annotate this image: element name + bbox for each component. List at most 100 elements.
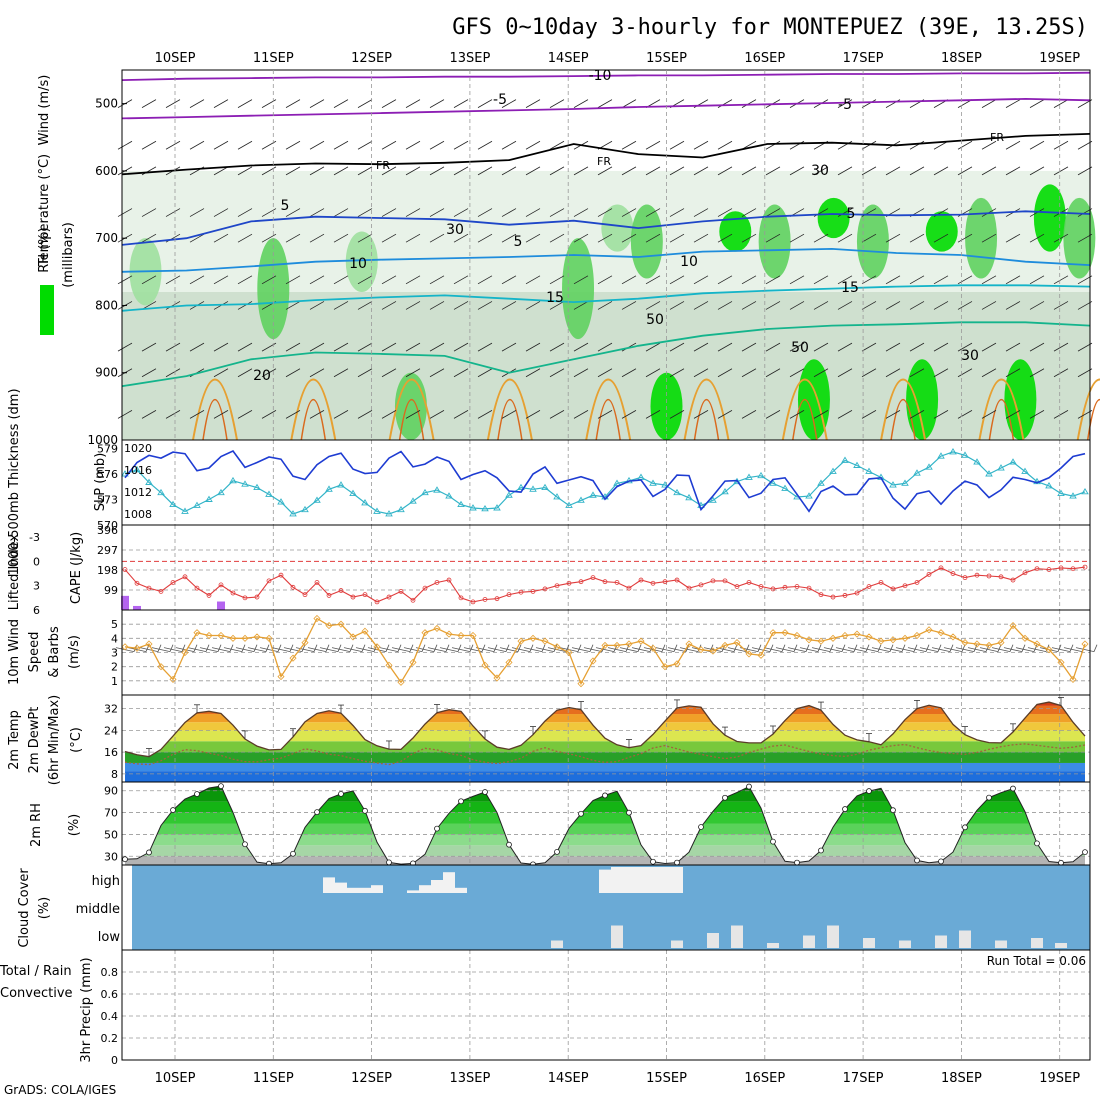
wind-barb — [549, 140, 565, 150]
wind-barb — [645, 368, 661, 378]
lifted-index-marker — [998, 574, 1004, 580]
wind-barb — [717, 99, 733, 108]
lifted-index-marker — [134, 580, 140, 586]
lifted-index-marker — [494, 596, 500, 602]
surface-warm-contour — [300, 399, 327, 441]
wind-barb — [741, 275, 757, 285]
thickness-marker — [253, 483, 261, 491]
wind-barb — [693, 301, 709, 310]
ylabel-cloud: Cloud Cover — [17, 868, 32, 948]
wind-barb — [693, 410, 709, 419]
wind-barb — [525, 99, 541, 108]
wind-barb — [667, 647, 687, 653]
wind-barb — [333, 410, 349, 419]
wind-speed-marker — [565, 648, 573, 657]
wind-barb — [117, 410, 133, 419]
wind-speed-marker — [1057, 658, 1065, 666]
wind-barb — [597, 166, 613, 176]
wind-barb — [285, 208, 301, 217]
thickness-marker — [409, 497, 417, 504]
wind-speed-marker — [793, 631, 801, 640]
wind-speed-marker — [589, 657, 597, 665]
rh-marker — [938, 858, 944, 865]
lifted-index-marker — [446, 577, 452, 583]
lifted-index-marker — [578, 579, 584, 585]
rh-band — [125, 812, 1085, 824]
rh-cell — [1033, 184, 1066, 252]
cloud-high-bar — [419, 885, 431, 893]
wind-barb — [595, 647, 615, 653]
date-label-bottom: 13SEP — [449, 1071, 490, 1086]
wind-speed-marker — [541, 637, 549, 645]
wind-barb — [957, 368, 973, 378]
wind-speed-marker — [949, 633, 957, 641]
lifted-index-marker — [206, 593, 212, 598]
wind-barb — [259, 647, 279, 653]
chart-title: GFS 0~10day 3-hourly for MONTEPUEZ (39E,… — [452, 15, 1088, 40]
cape-tick-label: 99 — [104, 584, 118, 597]
wind-barb — [621, 99, 637, 108]
cloud-high-bar — [659, 867, 671, 893]
wind-barb — [237, 99, 253, 108]
wind-speed-marker — [193, 629, 201, 637]
wind-barb — [271, 647, 291, 653]
wind-barb — [307, 647, 327, 653]
lifted-index-marker — [782, 584, 788, 590]
thickness-line — [124, 451, 1086, 515]
cloud-low-bar — [803, 935, 815, 948]
wind-barb — [309, 208, 325, 217]
thickness-marker — [709, 496, 717, 503]
lifted-index-marker — [362, 592, 368, 598]
wind-barb — [261, 233, 277, 243]
wind-barb — [223, 647, 243, 653]
lifted-index-marker — [698, 582, 704, 588]
wind-barb — [285, 368, 301, 378]
lifted-index-marker — [1046, 567, 1052, 572]
wind-barb — [619, 647, 639, 653]
panel-frame-li_cape — [121, 524, 1091, 611]
cloud-high-bar — [347, 887, 359, 893]
wind-barb — [549, 99, 565, 108]
wind-barb — [813, 275, 829, 285]
wind-speed-marker — [361, 627, 369, 635]
wind-barb — [405, 140, 421, 150]
thickness-marker — [1033, 477, 1041, 485]
wind-barb — [813, 301, 829, 310]
thickness-marker — [649, 479, 657, 486]
wind-speed-marker — [409, 658, 417, 666]
wind-barb-flag — [481, 644, 486, 652]
wind-speed-marker — [973, 640, 981, 648]
wind-barb-flag — [745, 644, 750, 652]
wind-barb — [525, 301, 541, 310]
wind-barb — [261, 275, 277, 285]
rh-marker — [290, 850, 296, 857]
cape-bar — [217, 601, 225, 610]
wind-barb — [693, 208, 709, 217]
wind-barb — [405, 368, 421, 378]
wind-barb — [967, 647, 987, 653]
wind-barb — [477, 99, 493, 108]
wind-barb — [501, 166, 517, 176]
wind-barb — [525, 275, 541, 285]
wind-tick-label: 4 — [111, 632, 118, 645]
wind-speed-marker — [217, 631, 225, 640]
wind-speed-marker — [433, 624, 441, 632]
wind-speed-marker — [493, 674, 501, 682]
ylabel-temperature: Temperature (°C) — [37, 154, 52, 267]
wind-tick-label: 2 — [111, 661, 118, 674]
temp-band — [125, 702, 1085, 706]
lifted-index-marker — [854, 590, 860, 596]
wind-speed-marker — [997, 639, 1005, 647]
date-label-top: 13SEP — [449, 51, 490, 66]
lifted-index-marker — [758, 584, 764, 589]
thickness-marker — [865, 467, 873, 474]
lifted-index-marker — [254, 594, 260, 600]
thickness-marker — [745, 473, 753, 480]
wind-barb — [751, 647, 771, 653]
wind-speed-marker — [925, 626, 933, 634]
lifted-index-marker — [290, 584, 296, 590]
wind-barb — [439, 647, 459, 653]
contour-label: 5 — [847, 206, 856, 222]
wind-barb-flag — [421, 644, 426, 652]
